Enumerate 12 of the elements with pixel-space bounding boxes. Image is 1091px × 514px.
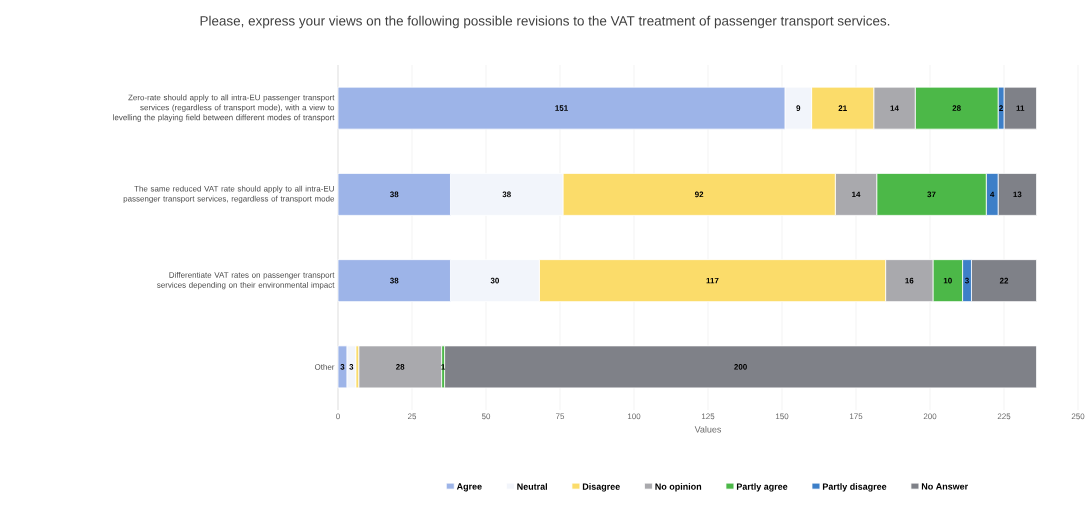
chart-title: Please, express your views on the following possible revisions to the VAT treatment of passenger transport services.	[200, 15, 890, 29]
bar	[1003, 86, 1037, 130]
bar	[358, 345, 442, 389]
bar	[444, 345, 1037, 389]
legend-label: Partly agree	[736, 483, 788, 492]
legend-label: Neutral	[517, 483, 547, 490]
legend-label: Partly disagree	[822, 483, 887, 492]
legend-label: No Answer	[921, 483, 968, 490]
legend-label: Agree	[456, 483, 482, 492]
legend-label: Disagree	[582, 483, 620, 492]
x-axis-title: Values	[694, 426, 722, 433]
legend-label: No opinion	[655, 483, 702, 492]
